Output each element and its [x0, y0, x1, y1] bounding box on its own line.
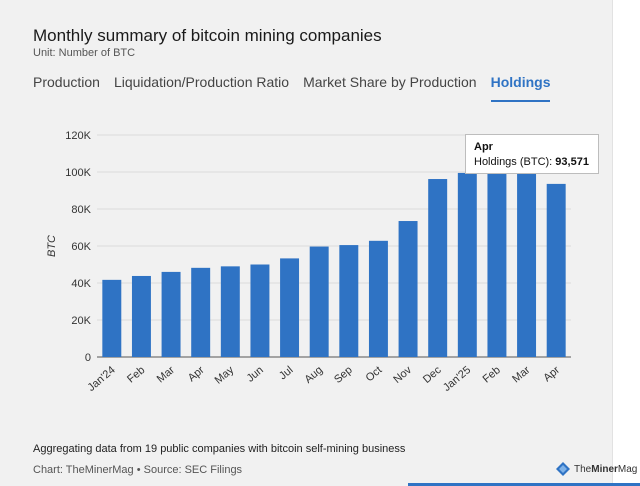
y-tick-label: 120K — [65, 130, 91, 142]
x-tick-label: Jun — [245, 364, 266, 385]
bar — [517, 173, 537, 357]
tooltip-label: Holdings (BTC): — [474, 156, 556, 168]
bar — [457, 172, 477, 357]
x-tick-label: Mar — [510, 364, 532, 386]
bar — [368, 240, 388, 357]
chart-subtitle: Unit: Number of BTC — [33, 47, 136, 59]
accent-line — [408, 483, 640, 486]
tab-liquidation-production-ratio[interactable]: Liquidation/Production Ratio — [113, 74, 290, 90]
tab-holdings[interactable]: Holdings — [490, 74, 550, 102]
tab-bar: Production Liquidation/Production Ratio … — [33, 74, 564, 102]
x-tick-label: Jan'24 — [85, 364, 117, 394]
y-tick-label: 80K — [71, 204, 91, 216]
bar — [546, 183, 566, 357]
bar — [280, 258, 300, 357]
y-tick-label: 20K — [71, 315, 91, 327]
chart-title: Monthly summary of bitcoin mining compan… — [33, 26, 382, 45]
tab-market-share-by-production[interactable]: Market Share by Production — [303, 74, 477, 90]
y-axis-title: BTC — [46, 235, 58, 257]
x-tick-label: Aug — [302, 364, 325, 386]
tooltip-body: Holdings (BTC): 93,571 — [474, 155, 590, 170]
bar — [191, 267, 211, 357]
y-tick-label: 0 — [85, 352, 91, 364]
y-tick-label: 60K — [71, 241, 91, 253]
x-tick-label: Apr — [186, 364, 207, 384]
y-tick-label: 40K — [71, 278, 91, 290]
logo-text-bold: Miner — [591, 463, 618, 475]
x-tick-label: Feb — [481, 364, 503, 385]
logo-text-prefix: The — [574, 463, 592, 475]
bar — [220, 266, 240, 357]
x-tick-label: Jul — [277, 364, 295, 382]
x-tick-label: Nov — [391, 364, 414, 386]
logo-text: TheMinerMag — [574, 464, 637, 475]
bar — [309, 246, 329, 357]
bar — [131, 275, 151, 357]
footer-credit: Chart: TheMinerMag • Source: SEC Filings — [33, 464, 243, 476]
bar — [398, 221, 418, 357]
bar — [102, 279, 122, 357]
tooltip-title: Apr — [474, 141, 493, 153]
bar — [161, 271, 181, 357]
x-tick-label: Apr — [541, 364, 562, 384]
bar — [250, 264, 270, 357]
x-tick-label: Oct — [364, 364, 385, 384]
x-tick-label: Sep — [332, 364, 355, 386]
card-edge — [612, 0, 613, 486]
x-tick-label: Mar — [155, 364, 177, 386]
x-tick-label: May — [213, 364, 237, 387]
x-tick-label: Feb — [125, 364, 147, 385]
x-tick-label: Jan'25 — [441, 364, 473, 394]
bar — [428, 179, 448, 357]
chart-tooltip: Apr Holdings (BTC): 93,571 — [465, 134, 599, 174]
bar — [339, 245, 359, 357]
logo-text-suffix: Mag — [617, 463, 638, 475]
bar-chart: 0 20K 40K 60K 80K 100K 120K BTC Jan'24 Feb Mar Apr M… — [46, 130, 571, 394]
bar — [487, 169, 507, 357]
tab-production[interactable]: Production — [33, 74, 100, 90]
chart-card: Monthly summary of bitcoin mining compan… — [0, 0, 612, 486]
footer-note: Aggregating data from 19 public companie… — [33, 443, 406, 455]
y-tick-label: 100K — [65, 167, 91, 179]
x-tick-label: Dec — [421, 364, 444, 386]
brand-logo[interactable]: TheMinerMag — [556, 462, 637, 476]
tooltip-value: 93,571 — [555, 156, 589, 168]
miner-mag-logo-icon — [556, 462, 570, 476]
